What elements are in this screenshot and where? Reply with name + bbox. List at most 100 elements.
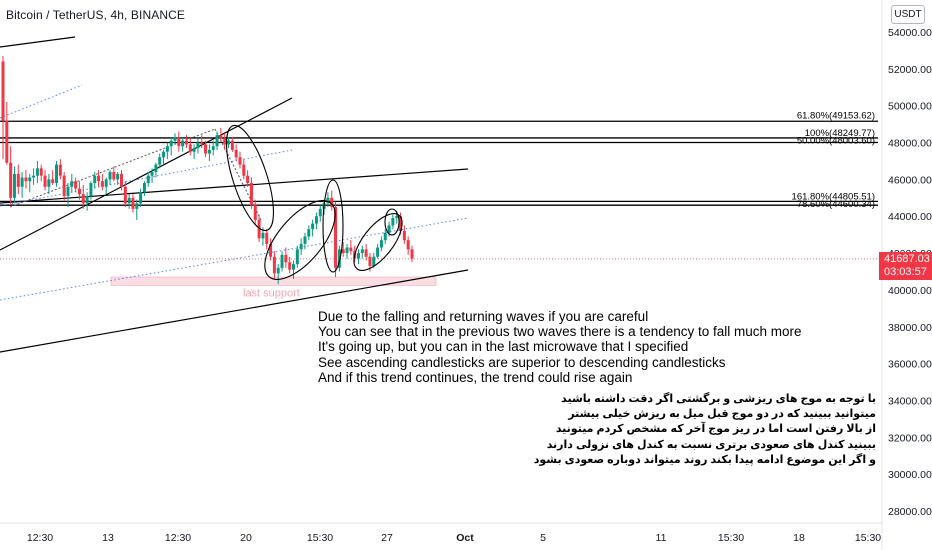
candle-body[interactable] (20, 177, 24, 187)
candle-body[interactable] (341, 249, 345, 254)
candle-body[interactable] (169, 140, 173, 147)
candle-body[interactable] (165, 146, 169, 152)
candle-body[interactable] (5, 120, 9, 163)
candle-body[interactable] (131, 197, 135, 209)
candle-body[interactable] (100, 181, 104, 187)
candle-body[interactable] (402, 230, 406, 241)
candle-body[interactable] (112, 172, 116, 180)
dotted-channel-line[interactable] (0, 84, 83, 119)
candle-body[interactable] (387, 225, 391, 233)
wave-ellipse[interactable] (217, 120, 283, 235)
candle-body[interactable] (223, 138, 227, 145)
candle-body[interactable] (307, 229, 311, 237)
candle-body[interactable] (81, 194, 85, 204)
candle-body[interactable] (288, 262, 292, 270)
candle-body[interactable] (32, 175, 36, 178)
candle-body[interactable] (280, 254, 284, 268)
candle-body[interactable] (253, 205, 257, 220)
candle-body[interactable] (204, 144, 208, 154)
candle-body[interactable] (150, 172, 154, 176)
candle-body[interactable] (188, 144, 192, 152)
wave-ellipse[interactable] (322, 179, 344, 273)
candle-body[interactable] (349, 247, 353, 252)
candle-body[interactable] (62, 175, 66, 196)
candle-body[interactable] (39, 168, 43, 176)
candle-body[interactable] (162, 151, 166, 158)
candle-body[interactable] (219, 135, 223, 139)
candle-body[interactable] (215, 135, 219, 147)
candle-body[interactable] (242, 164, 246, 176)
candle-body[interactable] (123, 186, 127, 204)
support-zone[interactable] (110, 276, 437, 286)
candle-body[interactable] (292, 264, 296, 270)
candle-body[interactable] (249, 183, 253, 206)
candle-body[interactable] (24, 177, 28, 182)
candle-body[interactable] (97, 175, 101, 182)
candle-body[interactable] (230, 140, 234, 150)
dotted-channel-line[interactable] (0, 149, 293, 207)
candle-body[interactable] (345, 247, 349, 254)
candle-body[interactable] (356, 253, 360, 259)
trend-channel-line[interactable] (0, 36, 76, 48)
candle-body[interactable] (43, 175, 47, 187)
currency-badge[interactable]: USDT (891, 5, 925, 24)
candle-body[interactable] (257, 219, 261, 239)
candle-body[interactable] (311, 223, 315, 230)
candle-body[interactable] (173, 137, 177, 141)
candle-body[interactable] (399, 216, 403, 231)
candle-body[interactable] (379, 240, 383, 248)
candle-body[interactable] (146, 175, 150, 184)
candle-body[interactable] (372, 256, 376, 266)
candle-body[interactable] (12, 173, 16, 198)
candle-body[interactable] (364, 249, 368, 257)
candle-body[interactable] (318, 208, 322, 217)
candle-body[interactable] (158, 157, 162, 165)
candle-body[interactable] (66, 186, 70, 196)
candle-body[interactable] (47, 179, 51, 187)
candle-body[interactable] (93, 175, 97, 184)
candle-body[interactable] (269, 243, 273, 257)
candle-body[interactable] (51, 179, 55, 184)
candle-body[interactable] (74, 181, 78, 189)
candle-body[interactable] (337, 249, 341, 268)
wave-ellipse[interactable] (345, 206, 411, 278)
candle-body[interactable] (326, 197, 330, 204)
candle-body[interactable] (276, 267, 280, 274)
candle-body[interactable] (284, 254, 288, 263)
candle-body[interactable] (127, 197, 131, 204)
candle-body[interactable] (154, 164, 158, 173)
candle-body[interactable] (391, 218, 395, 226)
candle-body[interactable] (70, 181, 74, 187)
candle-body[interactable] (135, 203, 139, 209)
candle-body[interactable] (207, 149, 211, 154)
candle-body[interactable] (295, 249, 299, 265)
candle-body[interactable] (330, 197, 334, 208)
candle-body[interactable] (383, 232, 387, 241)
persian-annotation[interactable]: با توجه به موج های ریزشی و برگشتی اگر دق… (534, 392, 876, 468)
wave-ellipse[interactable] (384, 208, 400, 236)
candle-body[interactable] (58, 164, 62, 176)
candle-body[interactable] (28, 177, 32, 182)
candle-body[interactable] (89, 183, 93, 196)
candle-body[interactable] (299, 243, 303, 250)
trend-channel-line[interactable] (0, 168, 469, 204)
english-annotation[interactable]: Due to the falling and returning waves i… (318, 309, 878, 385)
candle-body[interactable] (85, 195, 89, 204)
candle-body[interactable] (334, 207, 338, 268)
candle-body[interactable] (116, 173, 120, 180)
candle-body[interactable] (181, 140, 185, 147)
candle-body[interactable] (184, 140, 188, 145)
dotted-wave-line[interactable] (214, 128, 263, 223)
candle-body[interactable] (200, 142, 204, 145)
candle-body[interactable] (108, 172, 112, 180)
candle-body[interactable] (303, 236, 307, 244)
candle-body[interactable] (234, 149, 238, 158)
candle-body[interactable] (272, 256, 276, 274)
candle-body[interactable] (9, 162, 13, 198)
candle-body[interactable] (119, 173, 123, 187)
candle-body[interactable] (35, 168, 39, 176)
candle-body[interactable] (261, 232, 265, 239)
candle-body[interactable] (1, 61, 5, 121)
candle-body[interactable] (16, 173, 20, 187)
